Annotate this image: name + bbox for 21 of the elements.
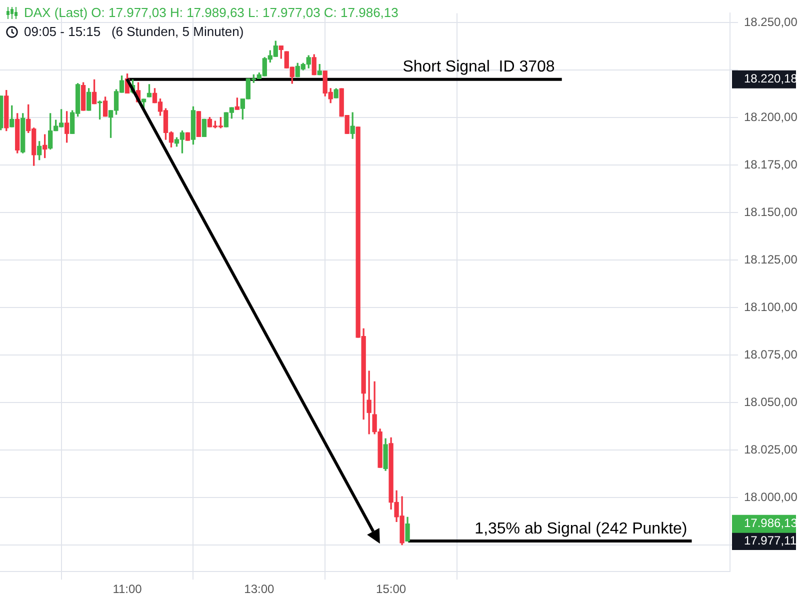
- y-tick-label: 18.050,00: [744, 394, 798, 409]
- x-tick-label: 13:00: [244, 582, 274, 596]
- y-tick-label: 18.025,00: [744, 442, 798, 456]
- y-tick-label: 18.125,00: [744, 252, 798, 266]
- y-tick-label: 18.200,00: [744, 110, 798, 124]
- y-tick-label: 17.977,11: [744, 533, 797, 548]
- text: 09:05 - 15:15 (6 Stunden, 5 Minuten): [24, 23, 244, 40]
- y-tick-label: 18.100,00: [744, 300, 798, 314]
- y-tick-label: 18.220,18: [744, 72, 798, 86]
- x-tick-label: 11:00: [112, 582, 142, 596]
- x-tick-label: 15:00: [376, 582, 406, 596]
- y-tick-label: 18.075,00: [744, 347, 798, 362]
- annotation: Short Signal ID 3708: [402, 58, 555, 76]
- y-tick-label: 18.150,00: [744, 204, 798, 219]
- y-tick-label: 17.986,13: [744, 516, 798, 530]
- chart-title: DAX (Last) O: 17.977,03 H: 17.989,63 L: 17.977,03 C: 17.986,13: [24, 4, 398, 21]
- y-tick-label: 18.175,00: [744, 157, 798, 172]
- y-tick-label: 18.000,00: [744, 490, 798, 504]
- annotation: 1,35% ab Signal (242 Punkte): [474, 520, 688, 538]
- y-tick-label: 18.250,00: [744, 15, 798, 30]
- candlestick: [366, 370, 372, 434]
